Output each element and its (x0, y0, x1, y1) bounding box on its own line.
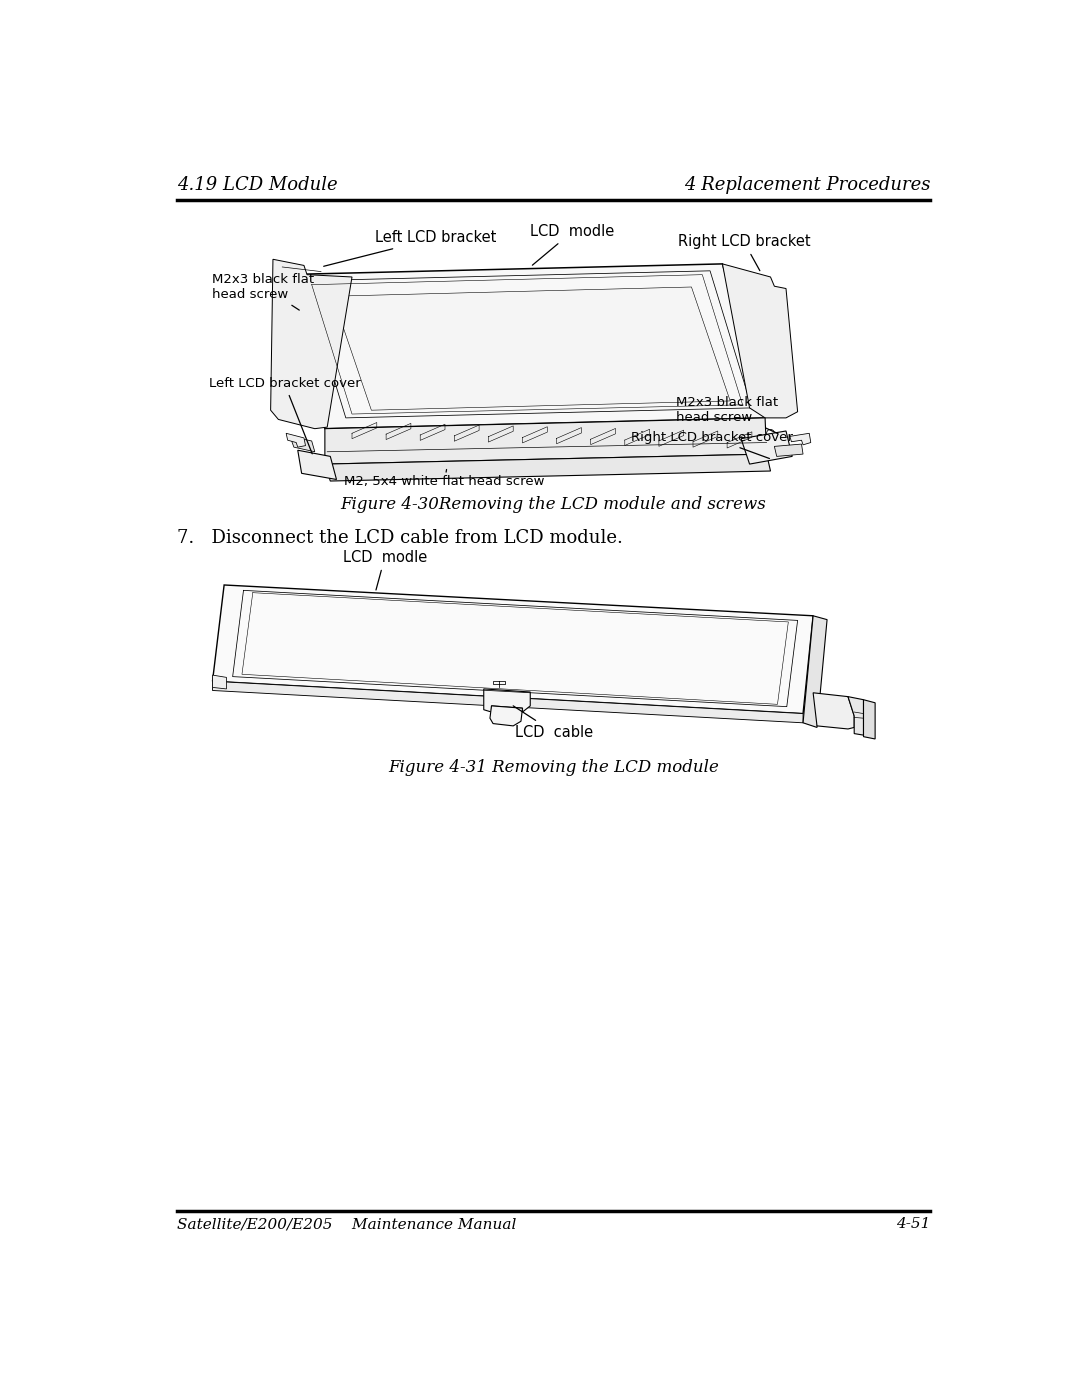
Polygon shape (325, 454, 770, 481)
Polygon shape (490, 705, 523, 726)
Polygon shape (213, 682, 804, 722)
Text: LCD  modle: LCD modle (342, 550, 427, 590)
Text: Figure 4-30Removing the LCD module and screws: Figure 4-30Removing the LCD module and s… (340, 496, 767, 513)
Text: 4.19 LCD Module: 4.19 LCD Module (177, 176, 337, 194)
Text: Figure 4-31 Removing the LCD module: Figure 4-31 Removing the LCD module (388, 759, 719, 775)
Text: M2x3 black flat
head screw: M2x3 black flat head screw (213, 272, 314, 310)
Polygon shape (303, 271, 752, 418)
Polygon shape (789, 433, 811, 444)
Polygon shape (213, 585, 813, 714)
Polygon shape (804, 616, 827, 728)
Text: M2x3 black flat
head screw: M2x3 black flat head screw (676, 397, 778, 433)
Polygon shape (325, 418, 767, 464)
Polygon shape (484, 689, 530, 712)
Text: Right LCD bracket: Right LCD bracket (677, 235, 810, 271)
Text: Right LCD bracket cover: Right LCD bracket cover (631, 432, 793, 458)
Text: 7.   Disconnect the LCD cable from LCD module.: 7. Disconnect the LCD cable from LCD mod… (177, 529, 623, 546)
Polygon shape (813, 693, 854, 729)
Text: LCD  cable: LCD cable (513, 705, 593, 739)
Polygon shape (213, 675, 227, 689)
Text: LCD  modle: LCD modle (530, 224, 615, 265)
Polygon shape (848, 697, 864, 735)
Text: M2, 5x4 white flat head screw: M2, 5x4 white flat head screw (345, 469, 544, 488)
Text: 4 Replacement Procedures: 4 Replacement Procedures (684, 176, 930, 194)
Polygon shape (864, 700, 875, 739)
Text: Left LCD bracket cover: Left LCD bracket cover (208, 377, 361, 454)
Polygon shape (333, 286, 730, 411)
Polygon shape (271, 260, 352, 429)
Polygon shape (291, 436, 314, 451)
Polygon shape (774, 444, 804, 457)
Polygon shape (286, 433, 306, 447)
Polygon shape (298, 450, 337, 479)
Text: Satellite/E200/E205    Maintenance Manual: Satellite/E200/E205 Maintenance Manual (177, 1217, 516, 1231)
Text: Left LCD bracket: Left LCD bracket (324, 231, 497, 267)
Polygon shape (723, 264, 798, 418)
Text: 4-51: 4-51 (895, 1217, 930, 1231)
Polygon shape (282, 264, 765, 429)
Polygon shape (741, 432, 793, 464)
